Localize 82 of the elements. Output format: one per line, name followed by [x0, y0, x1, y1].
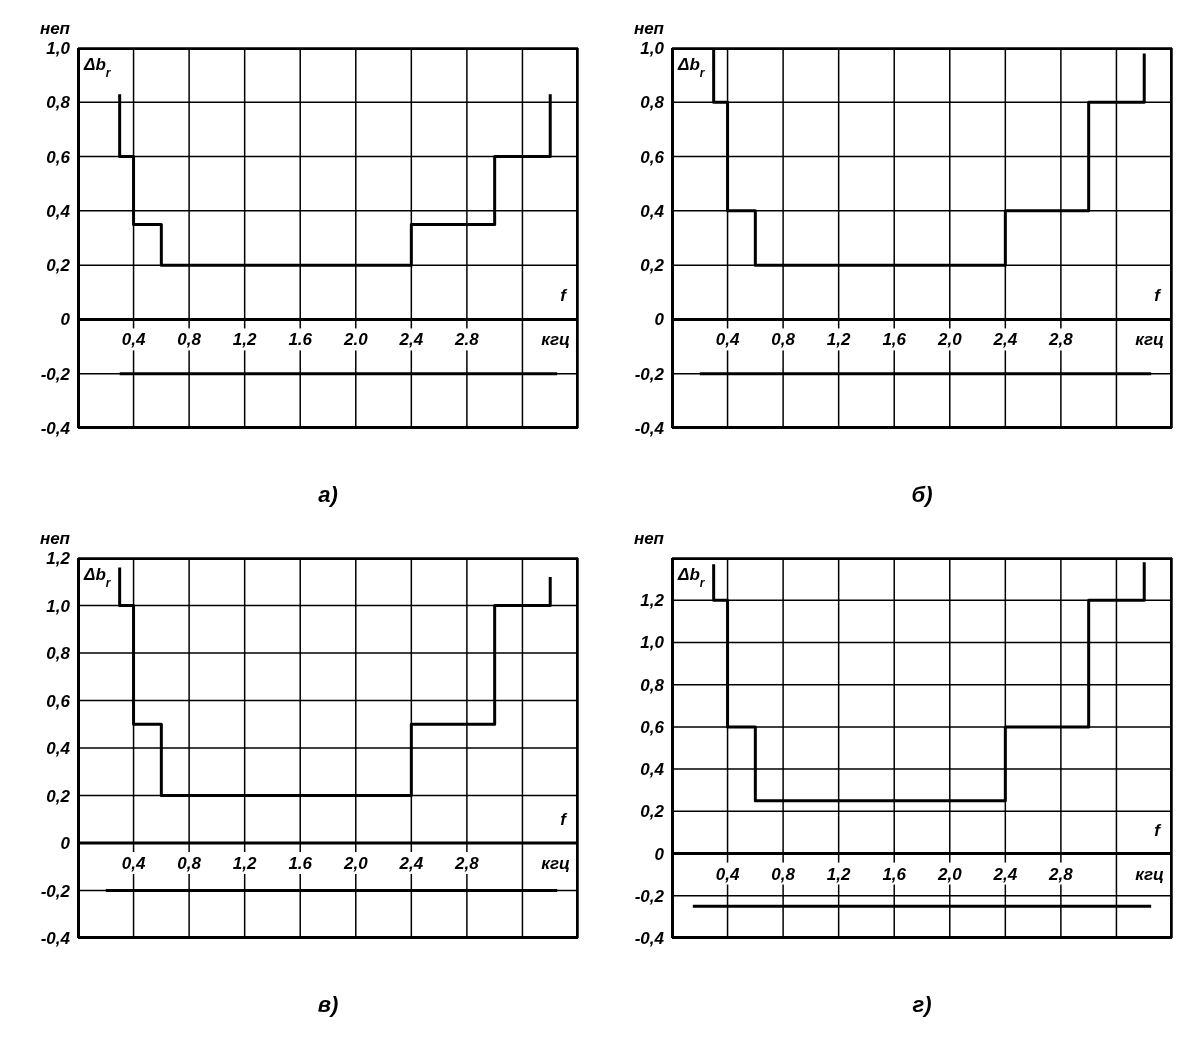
- x-tick-label: 1,2: [826, 864, 852, 884]
- x-tick-label: 0,4: [121, 330, 146, 350]
- y-tick-label: -0,4: [40, 929, 71, 948]
- x-tick-label: 2,0: [936, 330, 963, 350]
- y-tick-label: 0,8: [46, 644, 71, 663]
- y-tick-label: 0,6: [640, 147, 665, 167]
- y-axis-title: нeп: [633, 529, 665, 548]
- x-axis-title: кгц: [1135, 330, 1165, 350]
- text: б): [911, 482, 933, 507]
- y-tick-label: 1,0: [46, 596, 71, 616]
- x-tick-label: 1.6: [288, 330, 313, 350]
- y-tick-label: 0: [654, 310, 665, 330]
- x-tick-label: 0,8: [177, 330, 202, 350]
- y-axis-title: нeп: [39, 19, 71, 38]
- annotation: f: [1154, 820, 1163, 840]
- annotation: Δb$_{r}$: [83, 55, 112, 80]
- y-tick-label: 0,2: [640, 802, 665, 822]
- x-tick-label: 2,4: [398, 854, 424, 873]
- y-tick-label: 0,2: [640, 256, 665, 276]
- y-tick-label: 0: [654, 844, 665, 864]
- y-tick-label: -0,2: [634, 364, 665, 384]
- x-tick-label: 2,8: [1048, 864, 1074, 884]
- x-axis-title: кгц: [541, 330, 571, 350]
- y-axis-title: нeп: [39, 529, 71, 548]
- x-tick-label: 0,4: [715, 864, 740, 884]
- annotation: f: [1154, 286, 1163, 306]
- y-tick-label: 1,0: [640, 39, 665, 58]
- x-axis-title: кгц: [1135, 864, 1165, 884]
- y-tick-label: 1,0: [46, 39, 71, 58]
- x-tick-label: 0,8: [177, 854, 202, 873]
- x-tick-label: 0,8: [771, 330, 796, 350]
- x-tick-label: 2,0: [936, 864, 963, 884]
- annotation: Δb$_{r}$: [677, 565, 706, 590]
- y-tick-label: 0,6: [46, 691, 71, 711]
- x-tick-label: 2.8: [454, 330, 480, 350]
- y-tick-label: 0,4: [640, 760, 665, 780]
- annotation: f: [560, 286, 569, 306]
- y-tick-label: 0,8: [640, 675, 665, 695]
- x-tick-label: 1,6: [882, 864, 907, 884]
- x-tick-label: 2,0: [342, 854, 369, 873]
- x-tick-label: 1,2: [232, 854, 258, 873]
- y-tick-label: 0,2: [46, 256, 71, 276]
- x-tick-label: 2,4: [992, 864, 1018, 884]
- y-tick-label: 0,8: [640, 93, 665, 113]
- x-tick-label: 1,6: [882, 330, 907, 350]
- text: г): [912, 992, 932, 1017]
- x-axis-title: кгц: [541, 854, 571, 873]
- x-tick-label: 2,8: [1048, 330, 1074, 350]
- x-tick-label: 1.6: [288, 854, 313, 873]
- annotation: Δb$_{r}$: [83, 565, 112, 590]
- y-axis-title: нeп: [633, 19, 665, 38]
- y-tick-label: 0,4: [46, 201, 71, 221]
- x-tick-label: 2.0: [342, 330, 369, 350]
- y-tick-label: -0,2: [40, 364, 71, 384]
- text: а): [318, 482, 338, 507]
- y-tick-label: -0,4: [634, 419, 665, 438]
- y-tick-label: 0,2: [46, 786, 71, 806]
- annotation: Δb$_{r}$: [677, 55, 706, 80]
- y-tick-label: 0,6: [46, 147, 71, 167]
- text: в): [317, 992, 339, 1017]
- y-tick-label: 1,0: [640, 633, 665, 653]
- y-tick-label: 0,4: [46, 739, 71, 758]
- y-tick-label: 0,4: [640, 201, 665, 221]
- y-tick-label: 0: [60, 310, 71, 330]
- y-tick-label: 1,2: [640, 591, 665, 611]
- x-tick-label: 2,4: [398, 330, 424, 350]
- y-tick-label: -0,2: [40, 881, 71, 901]
- y-tick-label: -0,4: [634, 929, 665, 948]
- y-tick-label: 1,2: [46, 549, 71, 568]
- annotation: f: [560, 810, 569, 829]
- x-tick-label: 0,8: [771, 864, 796, 884]
- x-tick-label: 1,2: [232, 330, 258, 350]
- x-tick-label: 0,4: [715, 330, 740, 350]
- y-tick-label: 0: [60, 834, 71, 853]
- y-tick-label: -0,2: [634, 886, 665, 906]
- x-tick-label: 0,4: [121, 854, 146, 873]
- y-tick-label: 0,8: [46, 93, 71, 113]
- y-tick-label: 0,6: [640, 717, 665, 737]
- y-tick-label: -0,4: [40, 419, 71, 438]
- x-tick-label: 2,4: [992, 330, 1018, 350]
- x-tick-label: 1,2: [826, 330, 852, 350]
- x-tick-label: 2,8: [454, 854, 480, 873]
